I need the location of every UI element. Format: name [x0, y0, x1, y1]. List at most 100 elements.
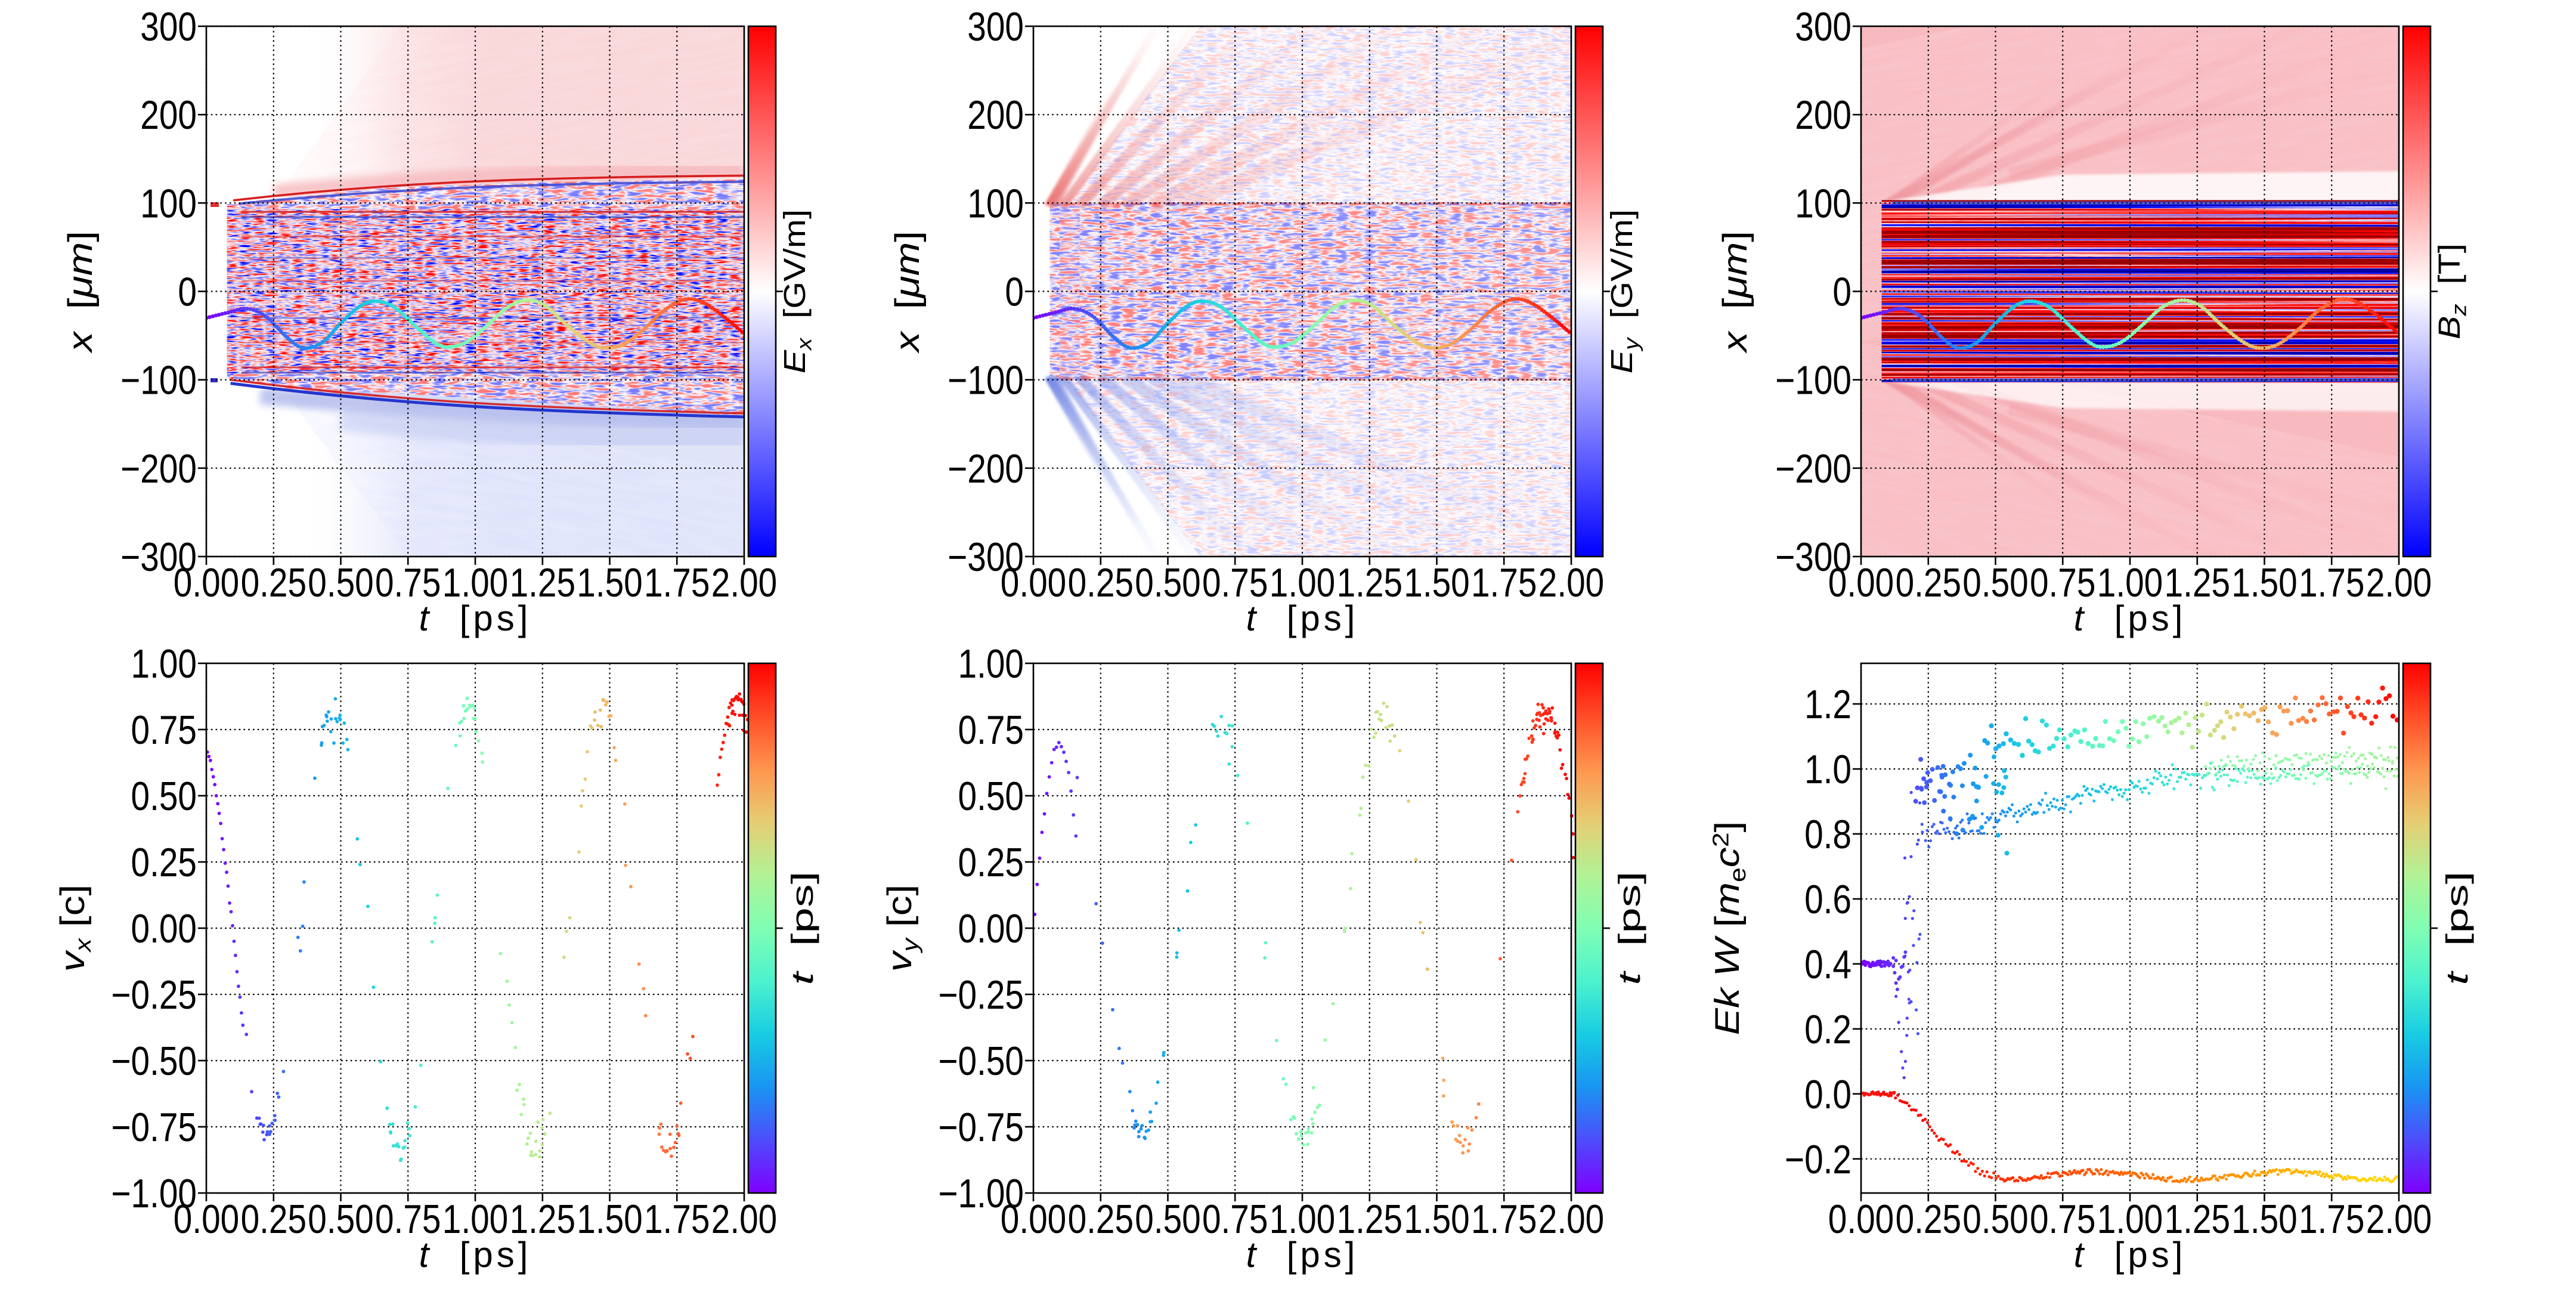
svg-text:1.75: 1.75 — [1471, 560, 1537, 605]
svg-text:100: 100 — [1795, 181, 1852, 227]
svg-text:200: 200 — [1795, 92, 1852, 138]
svg-text:−0.75: −0.75 — [111, 1105, 197, 1150]
svg-text:t [ps]: t [ps] — [1246, 1235, 1359, 1275]
svg-text:0.6: 0.6 — [1804, 877, 1852, 922]
svg-text:1.25: 1.25 — [2165, 1197, 2230, 1242]
svg-text:0.50: 0.50 — [308, 1197, 373, 1242]
svg-text:0.25: 0.25 — [1068, 560, 1134, 605]
svg-text:0.00: 0.00 — [1828, 560, 1894, 605]
svg-text:1.50: 1.50 — [2231, 1197, 2297, 1242]
svg-text:0.50: 0.50 — [1962, 1197, 2028, 1242]
svg-text:1.25: 1.25 — [510, 1197, 575, 1242]
svg-text:200: 200 — [140, 92, 197, 138]
svg-text:1.75: 1.75 — [2299, 560, 2364, 605]
svg-text:0: 0 — [1005, 270, 1024, 315]
svg-text:x [μm]: x [μm] — [61, 231, 100, 354]
svg-text:t [ps]: t [ps] — [1246, 598, 1359, 638]
svg-text:t [ps]: t [ps] — [785, 871, 819, 985]
svg-text:t [ps]: t [ps] — [419, 1235, 532, 1275]
svg-text:0.25: 0.25 — [1068, 1197, 1134, 1242]
svg-text:Ey [GV/m]: Ey [GV/m] — [1605, 209, 1643, 373]
svg-text:0: 0 — [1832, 270, 1852, 315]
svg-text:−1.00: −1.00 — [111, 1171, 197, 1216]
svg-text:vy [c]: vy [c] — [881, 885, 923, 972]
svg-text:−300: −300 — [120, 534, 197, 580]
svg-text:0.25: 0.25 — [131, 840, 197, 885]
svg-text:0.00: 0.00 — [1828, 1197, 1894, 1242]
svg-text:1.75: 1.75 — [644, 560, 710, 605]
svg-text:0.25: 0.25 — [1896, 560, 1961, 605]
svg-text:1.2: 1.2 — [1804, 682, 1852, 727]
svg-text:Bz [T]: Bz [T] — [2432, 243, 2470, 339]
svg-text:1.25: 1.25 — [2165, 560, 2230, 605]
svg-text:vx [c]: vx [c] — [54, 885, 96, 972]
svg-text:−100: −100 — [1775, 358, 1852, 403]
svg-text:0.50: 0.50 — [308, 560, 373, 605]
svg-text:1.75: 1.75 — [2299, 1197, 2364, 1242]
svg-text:0.50: 0.50 — [131, 774, 197, 819]
svg-text:t [ps]: t [ps] — [1612, 871, 1646, 985]
svg-text:x [μm]: x [μm] — [1716, 231, 1754, 354]
svg-text:0.75: 0.75 — [375, 1197, 441, 1242]
svg-text:2.00: 2.00 — [1538, 1197, 1604, 1242]
svg-text:2.00: 2.00 — [1538, 560, 1604, 605]
svg-text:300: 300 — [967, 4, 1024, 50]
svg-text:−100: −100 — [120, 358, 197, 403]
svg-text:300: 300 — [1795, 4, 1852, 50]
svg-text:0.75: 0.75 — [1202, 560, 1268, 605]
svg-text:1.50: 1.50 — [577, 560, 642, 605]
svg-text:2.00: 2.00 — [2366, 560, 2432, 605]
svg-text:0.00: 0.00 — [958, 906, 1024, 951]
svg-text:−0.50: −0.50 — [938, 1039, 1024, 1084]
svg-text:1.25: 1.25 — [510, 560, 575, 605]
svg-text:1.00: 1.00 — [2097, 560, 2163, 605]
svg-text:1.00: 1.00 — [1270, 1197, 1335, 1242]
svg-text:t [ps]: t [ps] — [2074, 1235, 2187, 1275]
svg-text:0.25: 0.25 — [958, 840, 1024, 885]
svg-text:x [μm]: x [μm] — [888, 231, 927, 354]
svg-text:Ek W [mec2]: Ek W [mec2] — [1708, 821, 1751, 1036]
svg-text:−0.25: −0.25 — [938, 972, 1024, 1018]
svg-text:Ex [GV/m]: Ex [GV/m] — [778, 209, 816, 373]
svg-text:0: 0 — [178, 270, 197, 315]
svg-text:t [ps]: t [ps] — [2074, 598, 2187, 638]
svg-text:−200: −200 — [948, 446, 1024, 492]
svg-text:1.0: 1.0 — [1804, 747, 1852, 792]
svg-text:2.00: 2.00 — [711, 560, 777, 605]
svg-text:0.50: 0.50 — [1962, 560, 2028, 605]
svg-text:1.00: 1.00 — [958, 641, 1024, 687]
svg-text:0.00: 0.00 — [174, 1197, 239, 1242]
svg-text:2.00: 2.00 — [2366, 1197, 2432, 1242]
svg-text:0.00: 0.00 — [1001, 1197, 1066, 1242]
svg-text:1.50: 1.50 — [577, 1197, 642, 1242]
svg-text:1.00: 1.00 — [442, 1197, 508, 1242]
svg-text:0.4: 0.4 — [1804, 942, 1852, 987]
svg-text:1.75: 1.75 — [1471, 1197, 1537, 1242]
svg-text:1.50: 1.50 — [1404, 1197, 1469, 1242]
svg-text:0.75: 0.75 — [375, 560, 441, 605]
svg-text:1.75: 1.75 — [644, 1197, 710, 1242]
svg-text:0.8: 0.8 — [1804, 812, 1852, 857]
svg-text:0.0: 0.0 — [1804, 1072, 1852, 1117]
svg-text:0.75: 0.75 — [2030, 1197, 2095, 1242]
svg-text:0.25: 0.25 — [1896, 1197, 1961, 1242]
svg-text:1.00: 1.00 — [2097, 1197, 2163, 1242]
svg-text:0.50: 0.50 — [958, 774, 1024, 819]
svg-text:0.50: 0.50 — [1135, 1197, 1200, 1242]
svg-text:−300: −300 — [1775, 534, 1852, 580]
svg-text:t [ps]: t [ps] — [2440, 871, 2474, 985]
svg-text:−200: −200 — [1775, 446, 1852, 492]
svg-text:0.75: 0.75 — [131, 707, 197, 753]
svg-text:0.00: 0.00 — [174, 560, 239, 605]
svg-text:1.50: 1.50 — [1404, 560, 1469, 605]
svg-text:−0.75: −0.75 — [938, 1105, 1024, 1150]
svg-text:1.00: 1.00 — [131, 641, 197, 687]
svg-text:100: 100 — [967, 181, 1024, 227]
svg-text:−0.50: −0.50 — [111, 1039, 197, 1084]
svg-text:1.00: 1.00 — [442, 560, 508, 605]
svg-text:1.50: 1.50 — [2231, 560, 2297, 605]
svg-text:200: 200 — [967, 92, 1024, 138]
svg-text:300: 300 — [140, 4, 197, 50]
svg-text:0.2: 0.2 — [1804, 1007, 1852, 1052]
svg-text:−200: −200 — [120, 446, 197, 492]
